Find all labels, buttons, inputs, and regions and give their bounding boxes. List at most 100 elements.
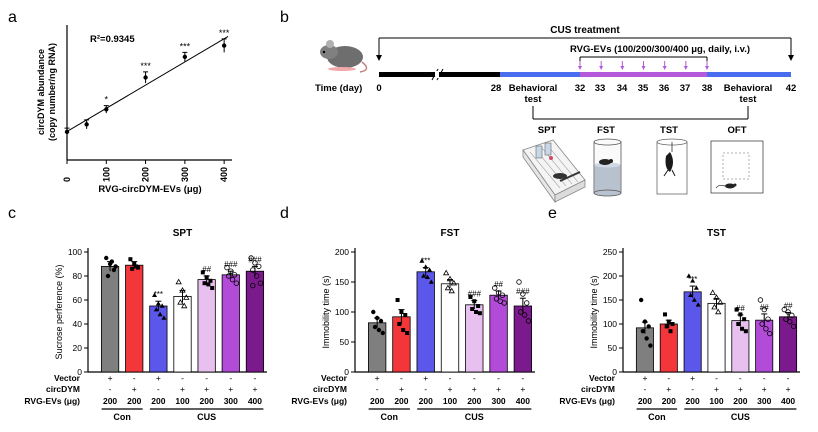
timeline-day-label: 28 [491, 83, 502, 94]
panel-a-ylabel-line1: circDYM abundance [36, 49, 46, 135]
panel-d-data-point [378, 318, 384, 324]
panel-d-data-point [448, 287, 455, 294]
panel-e-circ-mark: + [786, 384, 791, 394]
panel-e-data-point [783, 316, 789, 322]
panel-c-data-point [206, 282, 211, 287]
panel-c-ylabel: Sucrose perference (%) [54, 264, 64, 359]
panel-e-vector-mark: + [642, 373, 647, 383]
panel-d-circ-mark: + [472, 384, 477, 394]
panel-c-vector-mark: - [254, 373, 257, 383]
panel-c-data-point [252, 260, 258, 266]
behavior-test-left-2: test [525, 94, 543, 105]
panel-e-data-point [781, 306, 787, 313]
oft-arena-icon [710, 140, 764, 194]
panel-c-data-point [177, 298, 184, 305]
panel-d-vector-mark: + [423, 373, 428, 383]
panel-a-data-point [104, 107, 109, 112]
panel-c-vector-mark: + [156, 373, 161, 383]
panel-c-circ-mark: + [132, 384, 137, 394]
panel-d-data-point [421, 273, 427, 278]
panel-d-data-point [477, 311, 482, 316]
panel-e-dose-label: 200 [733, 396, 747, 406]
time-axis-label: Time (day) [315, 83, 362, 94]
panel-d-data-point [493, 296, 500, 302]
panel-d-data-point [450, 279, 458, 286]
panel-d-data-point [501, 300, 507, 306]
panel-a-significance: * [105, 95, 109, 105]
panel-c-data-point [228, 268, 234, 274]
panel-e-ytick-label: 200 [603, 271, 617, 281]
panel-c-circ-mark: - [109, 384, 112, 394]
panel-d-data-point [474, 310, 479, 314]
panel-d-data-point [380, 330, 385, 336]
panel-d-data-point [405, 331, 410, 335]
panel-c-data-point [155, 301, 161, 306]
arrow-down-icon [599, 66, 604, 70]
panel-c-title: SPT [173, 228, 192, 239]
panel-a-chart: R²=0.9345 RVG-circDYM-EVs (μg) circDYM a… [36, 25, 232, 195]
panel-c-circ-mark: + [204, 384, 209, 394]
panel-c-vector-mark: - [181, 373, 184, 383]
panel-d-circ-mark: + [520, 384, 525, 394]
panel-d-data-point [476, 304, 481, 308]
panel-d-dose-label: 200 [370, 396, 384, 406]
panel-d-data-point [399, 310, 404, 314]
panel-c-data-point [224, 264, 230, 271]
panel-e-circ-mark: + [762, 384, 767, 394]
panel-a-ylabel-line2: (copy number/ng RNA) [47, 43, 57, 141]
arrow-down-icon [641, 66, 646, 70]
panel-e-data-point [759, 321, 765, 327]
test-label-tst: TST [660, 125, 678, 136]
panel-e-dose-label: 400 [781, 396, 795, 406]
panel-e-ytick-label: 250 [603, 247, 617, 257]
panel-d-circ-mark: - [376, 384, 379, 394]
panel-c-ytick-label: 100 [68, 247, 82, 257]
panel-d-vector-mark: - [449, 373, 452, 383]
panel-c-cus-label: CUS [197, 412, 216, 422]
panel-d-ytick-label: 100 [335, 307, 349, 317]
panel-c-vector-label: Vector [54, 373, 81, 383]
panel-c-data-point [113, 264, 118, 269]
panel-e-data-point [765, 316, 771, 322]
panel-e-dose-label: 100 [709, 396, 723, 406]
panel-a-xlabel: RVG-circDYM-EVs (μg) [98, 184, 201, 195]
panel-d-data-point [518, 309, 524, 315]
panel-letter-e: e [548, 205, 557, 222]
panel-a-xtick-label: 100 [101, 167, 111, 182]
panel-a-xtick-label: 300 [180, 167, 190, 182]
panel-c-data-point [175, 278, 182, 285]
panel-c-data-point [200, 270, 205, 275]
panel-c-dose-label: 200 [151, 396, 165, 406]
panel-c-ytick-label: 0 [77, 367, 82, 377]
panel-e-data-point [740, 326, 745, 331]
arrow-down-icon [788, 55, 794, 61]
panel-d-data-point [492, 285, 498, 291]
panel-d-ylabel: Immobility time (s) [321, 275, 331, 348]
panel-d-data-point [395, 298, 400, 302]
panel-e-vector-mark: - [715, 373, 718, 383]
panel-a-regression-line [66, 36, 229, 132]
panel-e-data-point [646, 324, 651, 329]
panel-e-data-point [695, 302, 701, 307]
panel-e-vector-label: Vector [589, 373, 616, 383]
panel-c-data-point [250, 282, 256, 289]
panel-d-ytick-label: 0 [344, 367, 349, 377]
panel-e-evs-label: RVG-EVs (μg) [559, 396, 615, 406]
panel-c-data-point [257, 280, 264, 286]
panel-e-circ-mark: - [644, 384, 647, 394]
panel-d-circ-mark: - [424, 384, 427, 394]
timeline-day-label: 42 [786, 83, 797, 94]
arrow-down-icon [620, 66, 625, 70]
cus-treatment-label: CUS treatment [550, 25, 620, 36]
panel-e-ytick-label: 50 [608, 343, 618, 353]
panel-e-data-point [734, 307, 739, 312]
panel-d-vector-mark: - [400, 373, 403, 383]
panel-c-data-point [128, 257, 133, 262]
panel-d-data-point [419, 258, 425, 263]
panel-c-data-point [179, 286, 186, 293]
panel-d-ytick-label: 200 [335, 247, 349, 257]
panel-a-xtick-label: 400 [219, 167, 229, 182]
panel-d-data-point [446, 275, 454, 282]
